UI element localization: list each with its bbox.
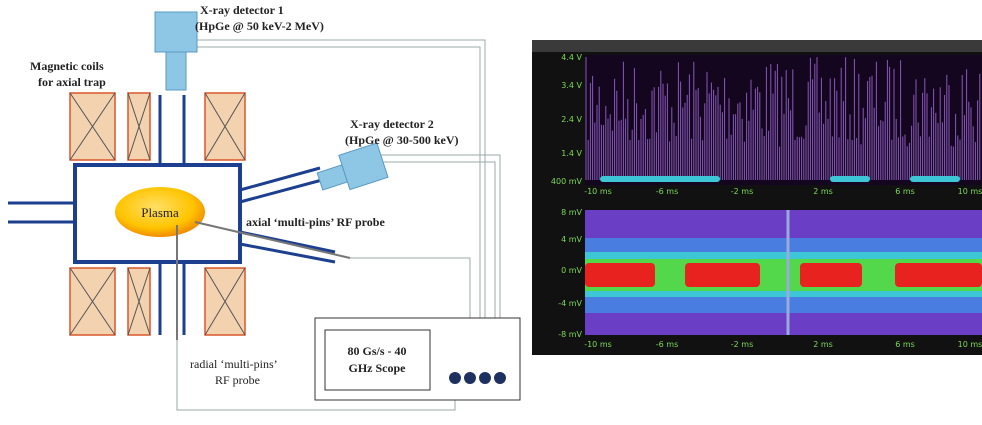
x-tick-label: -2 ms [731, 340, 753, 349]
red-band [585, 263, 655, 287]
red-band [685, 263, 760, 287]
y-tick-label: -8 mV [558, 330, 582, 339]
y-tick-label: 4.4 V [561, 53, 582, 62]
scope-screen [325, 330, 430, 390]
blob [600, 176, 720, 182]
title-bar [532, 40, 982, 52]
detector-2 [314, 143, 388, 198]
detector-2-label: (HpGe @ 30-500 keV) [345, 133, 458, 147]
x-tick-label: -10 ms [584, 340, 612, 349]
detector-1 [155, 12, 197, 52]
red-band [895, 263, 982, 287]
page: X-ray detector 1 (HpGe @ 50 keV-2 MeV) X… [0, 0, 982, 425]
plasma-label: Plasma [141, 205, 179, 220]
x-tick-label: -6 ms [656, 187, 678, 196]
y-tick-label: 2.4 V [561, 115, 582, 124]
y-tick-label: 8 mV [561, 208, 582, 217]
x-tick-label: 6 ms [895, 340, 915, 349]
axial-probe-label: axial ‘multi-pins’ RF probe [246, 215, 385, 229]
x-tick-label: 10 ms [958, 340, 982, 349]
x-tick-label: -6 ms [656, 340, 678, 349]
blob [910, 176, 960, 182]
x-tick-label: 2 ms [813, 340, 833, 349]
detector-1-label: (HpGe @ 50 keV-2 MeV) [195, 19, 324, 33]
radial-probe-label: radial ‘multi-pins’ [190, 357, 278, 371]
x-tick-label: 6 ms [895, 187, 915, 196]
scope-label: 80 Gs/s - 40 [347, 344, 406, 358]
y-tick-label: -4 mV [558, 299, 582, 308]
y-tick-label: 4 mV [561, 235, 582, 244]
blob [830, 176, 870, 182]
x-tick-label: 2 ms [813, 187, 833, 196]
y-tick-label: 400 mV [551, 177, 583, 186]
y-tick-label: 1.4 V [561, 149, 582, 158]
y-tick-label: 0 mV [561, 266, 582, 275]
x-tick-label: -10 ms [584, 187, 612, 196]
coils-label: Magnetic coils [30, 59, 104, 73]
coils-label: for axial trap [38, 75, 106, 89]
y-tick-label: 3.4 V [561, 81, 582, 90]
scope-label: GHz Scope [349, 361, 407, 375]
x-tick-label: -2 ms [731, 187, 753, 196]
detector-2-label: X-ray detector 2 [350, 117, 434, 131]
red-band [800, 263, 862, 287]
x-tick-label: 10 ms [958, 187, 982, 196]
detector-1-neck [166, 52, 186, 90]
figure: X-ray detector 1 (HpGe @ 50 keV-2 MeV) X… [0, 0, 982, 425]
detector-1-label: X-ray detector 1 [200, 3, 284, 17]
radial-probe-label: RF probe [215, 373, 260, 387]
